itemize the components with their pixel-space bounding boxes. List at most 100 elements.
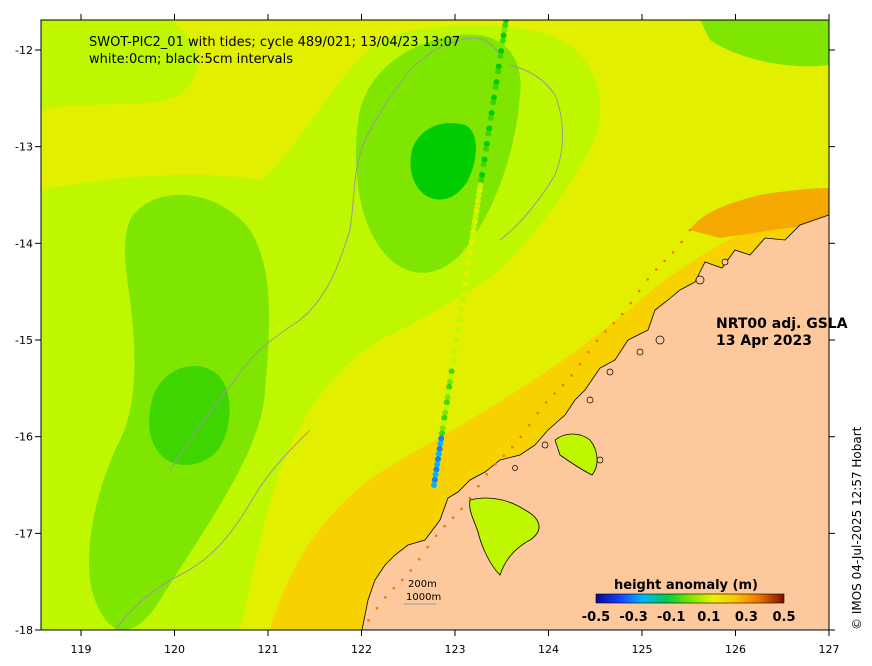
swath-point (457, 311, 464, 318)
swath-point (479, 172, 485, 178)
coastal-dot (502, 454, 506, 457)
coastal-dot (604, 330, 607, 333)
swath-point (450, 358, 457, 364)
swath-point (459, 296, 466, 302)
coastal-dot (519, 435, 523, 439)
colorbar: height anomaly (m) -0.5 -0.3 -0.1 0.1 0.3 0.5 (582, 578, 796, 625)
coastal-dot (578, 362, 582, 366)
coastal-dot (417, 558, 421, 561)
y-tick-label: -18 (15, 624, 33, 637)
y-tick-label: -17 (15, 527, 33, 540)
coastal-dot (494, 462, 497, 466)
x-tick-label: 124 (538, 643, 559, 656)
colorbar-tick-label: -0.1 (657, 610, 685, 625)
swath-point (477, 182, 484, 189)
swath-point (448, 368, 455, 375)
swath-point (454, 332, 461, 339)
swath-point (496, 58, 503, 65)
colorbar-title: height anomaly (m) (614, 578, 758, 593)
x-tick-label: 125 (632, 643, 653, 656)
swath-point (462, 280, 469, 287)
x-tick-label: 121 (258, 643, 279, 656)
swath-point (455, 321, 462, 328)
swath-point (494, 73, 501, 80)
y-tick-label: -14 (15, 237, 33, 250)
credit-text: © IMOS 04-Jul-2025 12:57 Hobart (850, 426, 864, 630)
swath-point (503, 20, 509, 23)
swath-point (443, 404, 449, 411)
swath-point (472, 213, 479, 220)
x-tick-label: 119 (71, 643, 92, 656)
colorbar-tick-label: 0.5 (772, 610, 795, 625)
colorbar-gradient (595, 593, 785, 604)
king-sound (469, 497, 540, 576)
x-axis: 119 120 121 122 123 124 125 126 127 (71, 14, 840, 656)
coastal-dot (629, 301, 633, 305)
coastal-dot (451, 516, 455, 520)
map-title-line2: white:0cm; black:5cm intervals (89, 52, 293, 67)
swath-point (479, 166, 486, 173)
swath-point (473, 208, 480, 215)
product-date: 13 Apr 2023 (716, 333, 812, 349)
swath-point (447, 373, 454, 380)
swath-point (467, 249, 473, 256)
swath-point (500, 32, 507, 39)
coastal-dot (409, 569, 413, 572)
green-core-west (149, 365, 230, 465)
map-plot-area (41, 20, 829, 630)
swath-point (440, 420, 447, 426)
y-axis: -12 -13 -14 -15 -16 -17 -18 (15, 44, 835, 637)
swath-point (435, 456, 441, 463)
swath-point (437, 440, 444, 447)
swath-point (446, 383, 453, 390)
coastal-dot (367, 619, 370, 622)
green-region-top-left (41, 20, 199, 110)
swath-point (487, 115, 494, 122)
coastal-dot (468, 496, 472, 500)
swath-point (489, 104, 496, 111)
coastal-dot (527, 423, 531, 427)
swath-point (484, 135, 491, 142)
coastal-dot (654, 268, 658, 271)
swath-point (492, 84, 499, 91)
swath-point (466, 254, 473, 261)
swot-swath (431, 20, 509, 488)
coastal-islands (512, 258, 729, 471)
coastal-dot (561, 383, 565, 387)
swath-point (438, 435, 445, 442)
orange-region-east (690, 188, 829, 238)
swath-point (436, 445, 443, 452)
swath-point (461, 285, 468, 292)
swath-point (476, 187, 483, 194)
coastal-dot (384, 595, 387, 599)
y-tick-label: -12 (15, 44, 33, 57)
swath-point (497, 53, 504, 60)
bathymetry-contour-outer (114, 429, 311, 630)
swath-point (475, 197, 481, 204)
coastal-dot (536, 411, 539, 415)
swath-point (435, 451, 442, 457)
swath-point (474, 203, 481, 209)
swath-point (488, 110, 495, 116)
colorbar-tick-label: -0.5 (582, 610, 610, 625)
swath-point (490, 99, 497, 106)
swath-point (487, 120, 493, 127)
coastal-dot (621, 312, 624, 316)
x-tick-label: 123 (445, 643, 466, 656)
coastal-dot (595, 339, 599, 343)
swath-point (455, 327, 461, 333)
swath-point (483, 141, 490, 147)
swath-point (439, 425, 446, 432)
swath-point (481, 156, 488, 163)
coastal-dot (553, 392, 556, 395)
swath-point (491, 94, 497, 101)
coastal-dot (392, 586, 396, 590)
coastal-dot (485, 473, 489, 476)
coastal-dot (663, 259, 666, 263)
map-title-line1: SWOT-PIC2_01 with tides; cycle 489/021; … (89, 35, 460, 50)
swath-point (502, 22, 509, 29)
swath-point (465, 259, 472, 266)
x-tick-label: 127 (819, 643, 840, 656)
y-tick-label: -15 (15, 334, 33, 347)
